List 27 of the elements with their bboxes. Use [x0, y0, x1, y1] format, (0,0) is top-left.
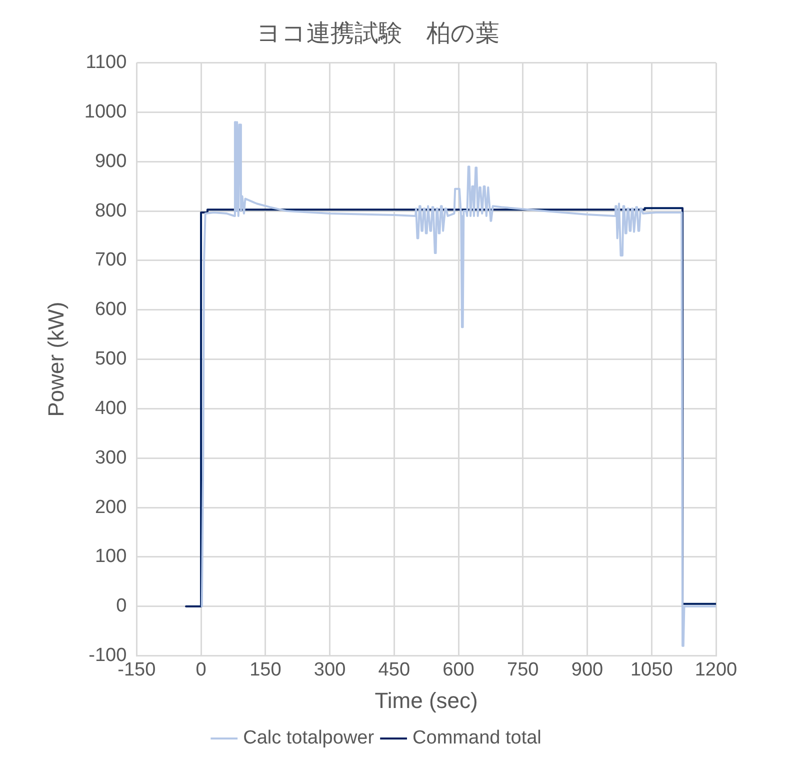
- y-tick-label: 600: [94, 299, 127, 320]
- x-tick-label: 300: [314, 659, 346, 680]
- y-tick-label: 1100: [86, 52, 127, 74]
- y-tick-label: 200: [94, 496, 127, 518]
- y-tick-label: 800: [94, 200, 127, 222]
- y-tick-label: 700: [94, 250, 127, 271]
- y-tick-label: 500: [94, 348, 127, 370]
- chart-title: ヨコ連携試験 柏の葉: [256, 20, 500, 48]
- y-tick-label: 900: [94, 150, 127, 172]
- y-axis-title: Power (kW): [43, 302, 68, 417]
- y-tick-label: 0: [116, 596, 127, 617]
- x-axis-title: Time (sec): [374, 688, 478, 713]
- x-tick-label: 1200: [694, 659, 738, 680]
- y-tick-label: 100: [94, 546, 127, 568]
- x-tick-label: 900: [571, 659, 604, 680]
- y-tick-label: 1000: [84, 101, 127, 122]
- x-tick-label: 1050: [630, 659, 673, 680]
- legend-label: Command total: [412, 728, 542, 749]
- x-tick-label: 150: [250, 659, 282, 680]
- x-tick-label: 450: [378, 659, 410, 680]
- y-tick-label: 400: [94, 398, 127, 419]
- legend-label: Calc totalpower: [243, 728, 375, 749]
- y-tick-label: -100: [88, 645, 127, 666]
- x-tick-label: 750: [507, 659, 539, 680]
- x-tick-label: 0: [196, 659, 206, 680]
- y-tick-label: 300: [94, 447, 127, 468]
- x-tick-label: 600: [442, 659, 474, 680]
